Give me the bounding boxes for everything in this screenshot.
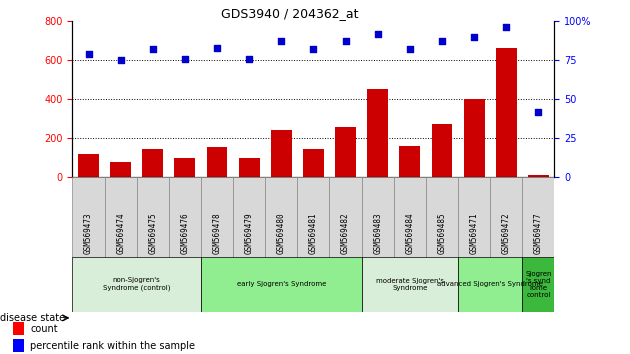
Bar [72,257,201,312]
Text: GSM569483: GSM569483 [373,213,382,254]
Text: GSM569471: GSM569471 [469,213,479,254]
Text: count: count [30,324,58,333]
Bar [432,125,452,177]
Text: GSM569480: GSM569480 [277,213,286,254]
Bar [265,177,297,258]
Text: GSM569473: GSM569473 [84,213,93,254]
Bar [78,154,99,177]
Text: GSM569482: GSM569482 [341,213,350,254]
Bar [490,177,522,258]
Bar [367,89,388,177]
Bar [13,322,24,335]
Bar [426,177,458,258]
Text: GSM569478: GSM569478 [212,213,222,254]
Bar [496,48,517,177]
Bar [13,339,24,352]
Point [116,57,126,63]
Bar [169,177,201,258]
Bar [522,177,554,258]
Text: GSM569477: GSM569477 [534,213,543,254]
Point [212,45,222,51]
Bar [137,177,169,258]
Point [308,46,318,52]
Bar [362,257,458,312]
Text: percentile rank within the sample: percentile rank within the sample [30,341,195,350]
Bar [335,127,356,177]
Point [404,46,415,52]
Bar [329,177,362,258]
Point [501,25,511,30]
Text: early Sjogren's Syndrome: early Sjogren's Syndrome [237,281,326,287]
Bar [110,162,131,177]
Bar [464,99,484,177]
Text: GSM569472: GSM569472 [501,213,511,254]
Bar [201,177,233,258]
Text: GSM569485: GSM569485 [437,213,447,254]
Bar [458,177,490,258]
Bar [399,146,420,177]
Text: Sjogren
's synd
rome
control: Sjogren 's synd rome control [525,270,552,298]
Title: GDS3940 / 204362_at: GDS3940 / 204362_at [220,7,358,20]
Point [83,51,94,57]
Bar [233,177,265,258]
Bar [362,177,394,258]
Bar [72,177,105,258]
Bar [239,158,260,177]
Point [372,31,382,36]
Text: moderate Sjogren's
Syndrome: moderate Sjogren's Syndrome [376,278,444,291]
Bar [105,177,137,258]
Bar [175,158,195,177]
Point [147,46,158,52]
Text: GSM569475: GSM569475 [148,213,158,254]
Text: GSM569481: GSM569481 [309,213,318,254]
Text: non-Sjogren's
Syndrome (control): non-Sjogren's Syndrome (control) [103,277,171,291]
Text: GSM569476: GSM569476 [180,213,190,254]
Point [533,109,543,114]
Text: advanced Sjogren's Syndrome: advanced Sjogren's Syndrome [437,281,543,287]
Point [180,56,190,62]
Bar [394,177,426,258]
Text: GSM569474: GSM569474 [116,213,125,254]
Point [469,34,479,40]
Bar [142,149,163,177]
Point [276,39,286,44]
Bar [297,177,329,258]
Bar [458,257,522,312]
Bar [201,257,362,312]
Text: GSM569484: GSM569484 [405,213,415,254]
Point [244,56,254,62]
Text: GSM569479: GSM569479 [244,213,254,254]
Bar [271,130,292,177]
Point [437,39,447,44]
Text: disease state: disease state [0,313,65,323]
Bar [303,149,324,177]
Bar [522,257,554,312]
Point [340,39,350,44]
Bar [207,147,227,177]
Bar [528,175,549,177]
